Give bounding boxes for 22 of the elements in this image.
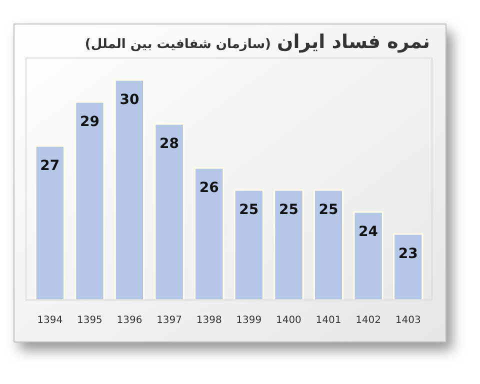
data-label: 28 — [160, 136, 180, 152]
data-label: 25 — [318, 202, 338, 218]
x-tick-label: 1401 — [316, 315, 342, 326]
x-tick-label: 1396 — [116, 315, 142, 326]
data-label: 26 — [199, 180, 219, 196]
x-tick-label: 1397 — [156, 315, 182, 326]
x-tick-label: 1394 — [37, 315, 63, 326]
data-label: 30 — [120, 92, 140, 108]
data-label: 25 — [239, 202, 259, 218]
x-tick-label: 1403 — [395, 315, 421, 326]
x-tick-label: 1398 — [196, 315, 222, 326]
x-tick-label: 1395 — [76, 315, 102, 326]
data-label: 29 — [80, 114, 100, 130]
chart-subtitle: (سازمان شفافیت بین الملل) — [84, 37, 271, 52]
data-label: 23 — [398, 246, 418, 262]
x-tick-label: 1399 — [236, 315, 262, 326]
data-label: 25 — [278, 202, 298, 218]
data-label: 24 — [358, 224, 378, 240]
chart-title: نمره فساد ایران — [277, 31, 430, 53]
x-tick-label: 1400 — [276, 315, 302, 326]
data-label: 27 — [40, 158, 60, 174]
x-tick-label: 1402 — [356, 315, 382, 326]
